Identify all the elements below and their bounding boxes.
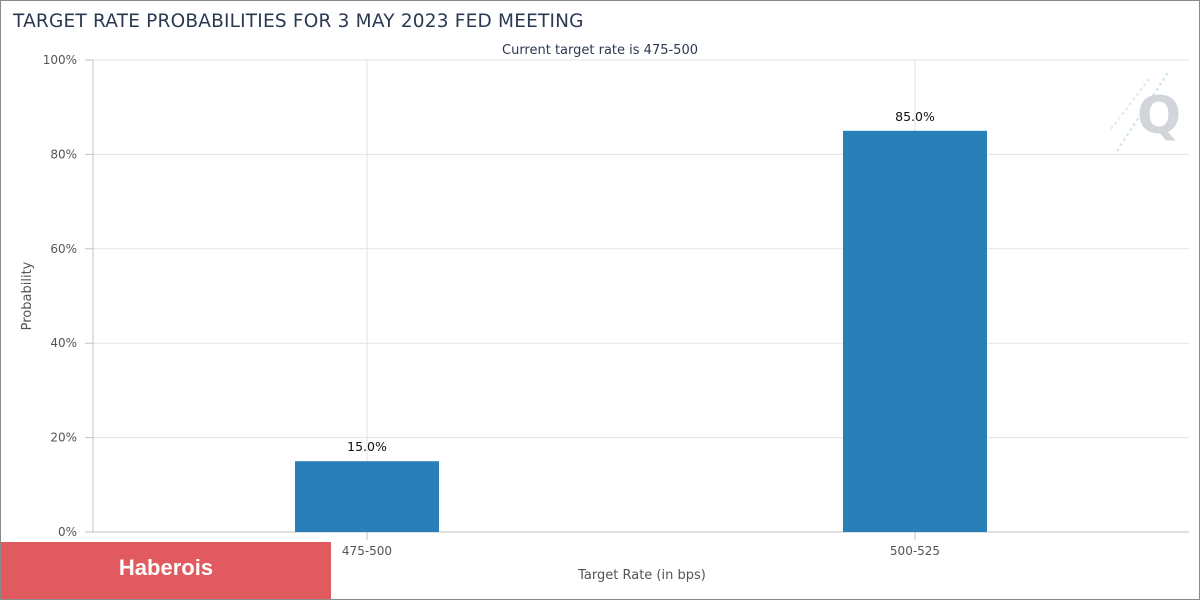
x-axis-ticks: 475-500 500-525: [342, 544, 940, 558]
bar: [843, 130, 987, 533]
svg-text:Q: Q: [1137, 86, 1181, 146]
x-tick-label: 500-525: [890, 544, 940, 558]
brand-badge-label: Haberois: [118, 554, 214, 580]
q-logo-icon: Q: [1110, 70, 1181, 152]
brand-badge: Haberois: [1, 542, 331, 599]
y-axis-ticks: 0% 20% 40% 60% 80% 100%: [43, 53, 77, 539]
y-axis-title: Probability: [20, 261, 35, 330]
chart-title: TARGET RATE PROBABILITIES FOR 3 MAY 2023…: [12, 11, 584, 32]
x-tick-label: 475-500: [342, 544, 392, 558]
bar-data-label: 85.0%: [895, 109, 935, 124]
y-tick-label: 0%: [58, 525, 77, 539]
x-axis-title: Target Rate (in bps): [577, 568, 706, 583]
y-tick-label: 80%: [50, 147, 77, 161]
bar: [295, 461, 439, 532]
y-tick-label: 100%: [43, 53, 77, 67]
y-tick-label: 40%: [50, 336, 77, 350]
bars: 15.0% 85.0%: [295, 109, 987, 533]
y-tick-label: 20%: [50, 431, 77, 445]
chart-subtitle: Current target rate is 475-500: [502, 43, 698, 58]
y-tick-label: 60%: [50, 242, 77, 256]
bar-data-label: 15.0%: [347, 439, 387, 454]
gridlines: [85, 59, 1189, 540]
